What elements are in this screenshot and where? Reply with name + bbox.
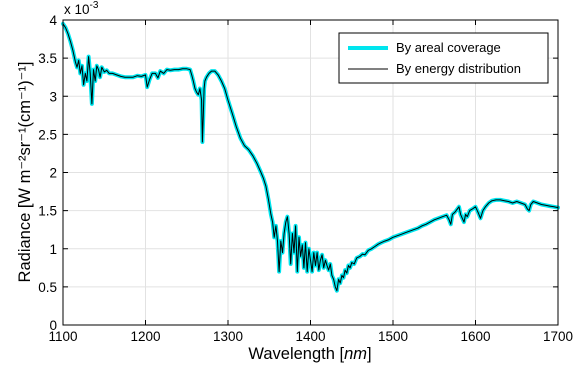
x-tick-label: 1400 [295, 329, 325, 344]
grid [63, 20, 558, 325]
y-axis-title: Radiance [W m⁻²sr⁻¹(cm⁻¹)⁻¹] [16, 62, 34, 283]
y-tick-label: 2 [49, 166, 57, 181]
series-line-energy-distribution [62, 23, 559, 292]
x-tick-label: 1700 [543, 329, 573, 344]
x-tick-label: 1100 [48, 329, 77, 344]
x-tick-label: 1500 [378, 329, 408, 344]
x-axis-ticks: 1100 1200 1300 1400 1500 1600 1700 [48, 20, 573, 344]
y-tick-label: 3 [49, 89, 57, 104]
legend-label-energy-distribution: By energy distribution [396, 61, 521, 76]
y-scale-factor: x 10-3 [64, 0, 99, 17]
legend: By areal coverage By energy distribution [338, 32, 549, 84]
y-tick-label: 1.5 [38, 204, 57, 219]
y-tick-label: 2.5 [38, 127, 57, 142]
y-tick-label: 0.5 [38, 280, 57, 295]
x-tick-label: 1200 [130, 329, 160, 344]
y-axis-ticks: 0 0.5 1 1.5 2 2.5 3 3.5 4 [38, 13, 558, 333]
legend-label-areal-coverage: By areal coverage [396, 40, 501, 55]
x-tick-label: 1300 [213, 329, 243, 344]
y-tick-label: 1 [49, 242, 57, 257]
x-axis-title: Wavelength [nm] [248, 345, 371, 363]
y-tick-label: 4 [49, 13, 57, 28]
y-tick-label: 3.5 [38, 51, 57, 66]
y-tick-label: 0 [49, 318, 57, 333]
series-layer [61, 21, 560, 293]
legend-box [338, 32, 549, 84]
x-tick-label: 1600 [460, 329, 490, 344]
